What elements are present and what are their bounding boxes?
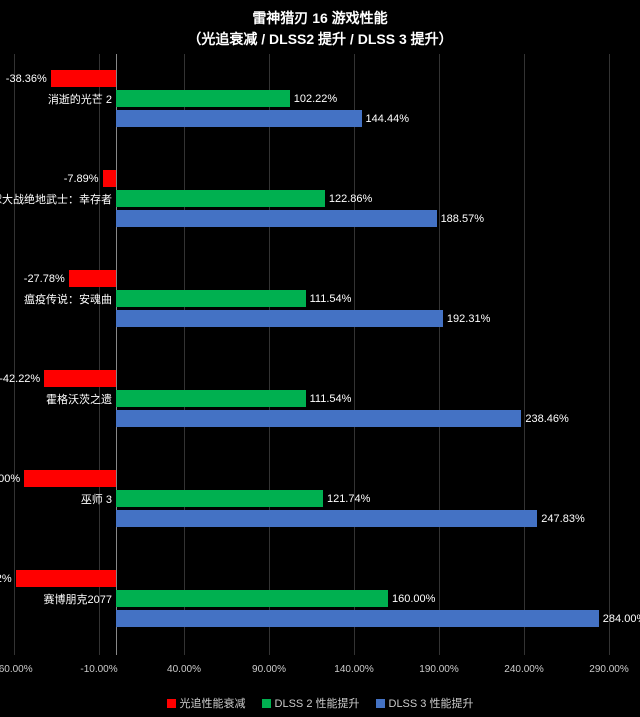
x-tick-label: 240.00% xyxy=(504,664,543,675)
bar xyxy=(24,470,116,487)
bar xyxy=(69,270,116,287)
bar-value-label: -27.78% xyxy=(24,273,65,285)
bar xyxy=(116,310,443,327)
bar-value-label: -59.02% xyxy=(0,573,12,585)
legend-swatch xyxy=(376,699,385,708)
bar-value-label: 121.74% xyxy=(327,493,370,505)
category-label: 赛博朋克2077 xyxy=(44,591,112,607)
bar xyxy=(116,610,599,627)
category-label: 消逝的光芒 2 xyxy=(48,91,112,107)
bar-value-label: 188.57% xyxy=(441,213,484,225)
plot-area: -60.00% -10.00% 40.00% 90.00% 140.00% 190.00%… xyxy=(0,54,640,675)
legend-swatch xyxy=(167,699,176,708)
legend-label: DLSS 3 性能提升 xyxy=(389,695,474,711)
x-tick-label: -60.00% xyxy=(0,664,33,675)
x-tick-label: 290.00% xyxy=(589,664,628,675)
category-group: -42.22% 霍格沃茨之遗 111.54% 238.46% xyxy=(0,370,640,427)
legend: 光追性能衰减 DLSS 2 性能提升 DLSS 3 性能提升 xyxy=(0,695,640,711)
gridline xyxy=(14,54,15,655)
bar-value-label: -7.89% xyxy=(64,173,99,185)
bar xyxy=(51,70,116,87)
category-group: -38.36%消逝的光芒 2 102.22% 144.44% xyxy=(0,70,640,127)
title-line-1: 雷神猎刃 16 游戏性能 xyxy=(0,8,640,29)
category-label: 巫师 3 xyxy=(81,491,112,507)
gridline xyxy=(269,54,270,655)
bar xyxy=(44,370,116,387)
bar-value-label: 247.83% xyxy=(541,513,584,525)
title-line-2: （光追衰减 / DLSS2 提升 / DLSS 3 提升） xyxy=(0,29,640,50)
legend-item: 光追性能衰减 xyxy=(167,695,246,711)
bar xyxy=(116,190,325,207)
bar-value-label: 144.44% xyxy=(366,113,409,125)
bar xyxy=(16,570,116,587)
performance-chart: 雷神猎刃 16 游戏性能 （光追衰减 / DLSS2 提升 / DLSS 3 提… xyxy=(0,0,640,717)
gridline xyxy=(439,54,440,655)
bar xyxy=(116,90,290,107)
bar xyxy=(116,110,362,127)
bar xyxy=(116,390,306,407)
bar xyxy=(116,210,437,227)
bar-value-label: -42.22% xyxy=(0,373,40,385)
gridline xyxy=(99,54,100,655)
bar-value-label: 160.00% xyxy=(392,593,435,605)
bar xyxy=(116,590,388,607)
bar xyxy=(103,170,116,187)
x-tick-label: 90.00% xyxy=(252,664,286,675)
x-tick-label: -10.00% xyxy=(80,664,117,675)
gridline xyxy=(609,54,610,655)
bar-value-label: -38.36% xyxy=(6,73,47,85)
bar xyxy=(116,510,537,527)
bar-value-label: 122.86% xyxy=(329,193,372,205)
bar-value-label: 238.46% xyxy=(525,413,568,425)
bar-value-label: 102.22% xyxy=(294,93,337,105)
gridline xyxy=(184,54,185,655)
category-label: 霍格沃茨之遗 xyxy=(46,391,112,407)
bar-value-label: -54.00% xyxy=(0,473,20,485)
category-group: -7.89% 星球大战绝地武士：幸存者 122.86% 188.57% xyxy=(0,170,640,227)
bar xyxy=(116,490,323,507)
bar-value-label: 111.54% xyxy=(310,393,352,405)
bar-value-label: 111.54% xyxy=(310,293,352,305)
category-label: 星球大战绝地武士：幸存者 xyxy=(0,191,112,207)
bar xyxy=(116,410,521,427)
x-tick-label: 40.00% xyxy=(167,664,201,675)
legend-label: DLSS 2 性能提升 xyxy=(275,695,360,711)
legend-swatch xyxy=(262,699,271,708)
legend-label: 光追性能衰减 xyxy=(180,695,246,711)
legend-item: DLSS 2 性能提升 xyxy=(262,695,360,711)
category-group: -54.00% 巫师 3 121.74% 247.83% xyxy=(0,470,640,527)
legend-item: DLSS 3 性能提升 xyxy=(376,695,474,711)
gridline xyxy=(524,54,525,655)
x-tick-label: 140.00% xyxy=(334,664,373,675)
bar-value-label: 192.31% xyxy=(447,313,490,325)
zero-line xyxy=(116,54,117,655)
category-group: -59.02% 赛博朋克2077 160.00% 284.00% xyxy=(0,570,640,627)
bar-value-label: 284.00% xyxy=(603,613,640,625)
category-group: -27.78% 瘟疫传说：安魂曲 111.54% 192.31% xyxy=(0,270,640,327)
gridline xyxy=(354,54,355,655)
bar xyxy=(116,290,306,307)
category-label: 瘟疫传说：安魂曲 xyxy=(24,291,112,307)
x-tick-label: 190.00% xyxy=(419,664,458,675)
chart-title: 雷神猎刃 16 游戏性能 （光追衰减 / DLSS2 提升 / DLSS 3 提… xyxy=(0,0,640,50)
